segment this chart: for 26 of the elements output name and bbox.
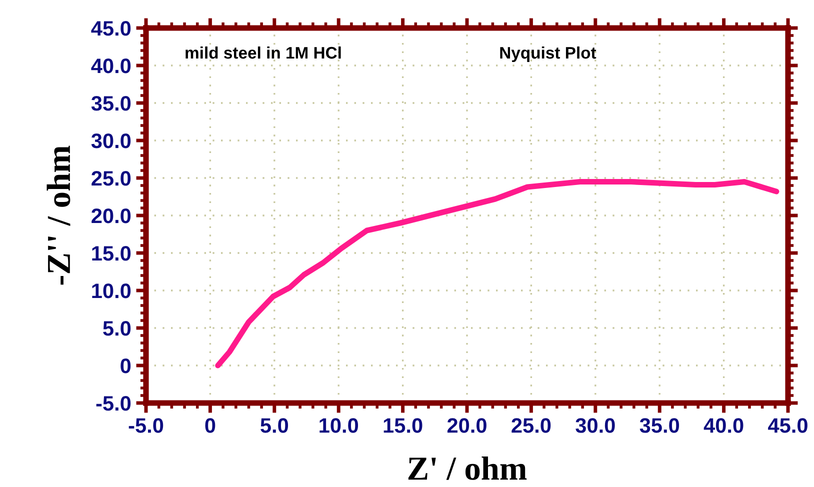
x-tick-label: 30.0	[576, 418, 615, 433]
x-tick-label: 15.0	[384, 418, 422, 433]
y-tick-label: -5.0	[96, 396, 131, 411]
y-tick-label: 20.0	[92, 208, 131, 224]
x-tick-label: 35.0	[640, 418, 680, 433]
x-tick-label: 0	[205, 418, 216, 433]
annotation: Nyquist Plot	[500, 46, 596, 62]
x-tick-label: 10.0	[320, 418, 358, 433]
y-tick-label: 10.0	[92, 284, 131, 298]
y-tick-label: 45.0	[91, 21, 131, 36]
y-tick-label: 35.0	[91, 96, 131, 111]
y-tick-label: 0	[120, 358, 131, 374]
x-tick-label: 20.0	[447, 418, 486, 433]
y-axis-title: -Z'' / ohm	[46, 146, 70, 285]
x-tick-label: 5.0	[260, 418, 288, 433]
x-tick-label: 25.0	[512, 418, 551, 433]
x-tick-label: 45.0	[768, 418, 808, 433]
y-tick-label: 25.0	[92, 171, 131, 186]
y-tick-label: 5.0	[103, 321, 131, 336]
x-tick-label: -5.0	[128, 418, 164, 433]
annotation: mild steel in 1M HCl	[186, 46, 341, 59]
y-tick-label: 40.0	[91, 58, 131, 74]
x-tick-label: 40.0	[704, 418, 744, 433]
y-tick-label: 30.0	[91, 134, 131, 148]
y-tick-label: 15.0	[92, 246, 131, 261]
x-axis-title: Z' / ohm	[408, 456, 527, 480]
